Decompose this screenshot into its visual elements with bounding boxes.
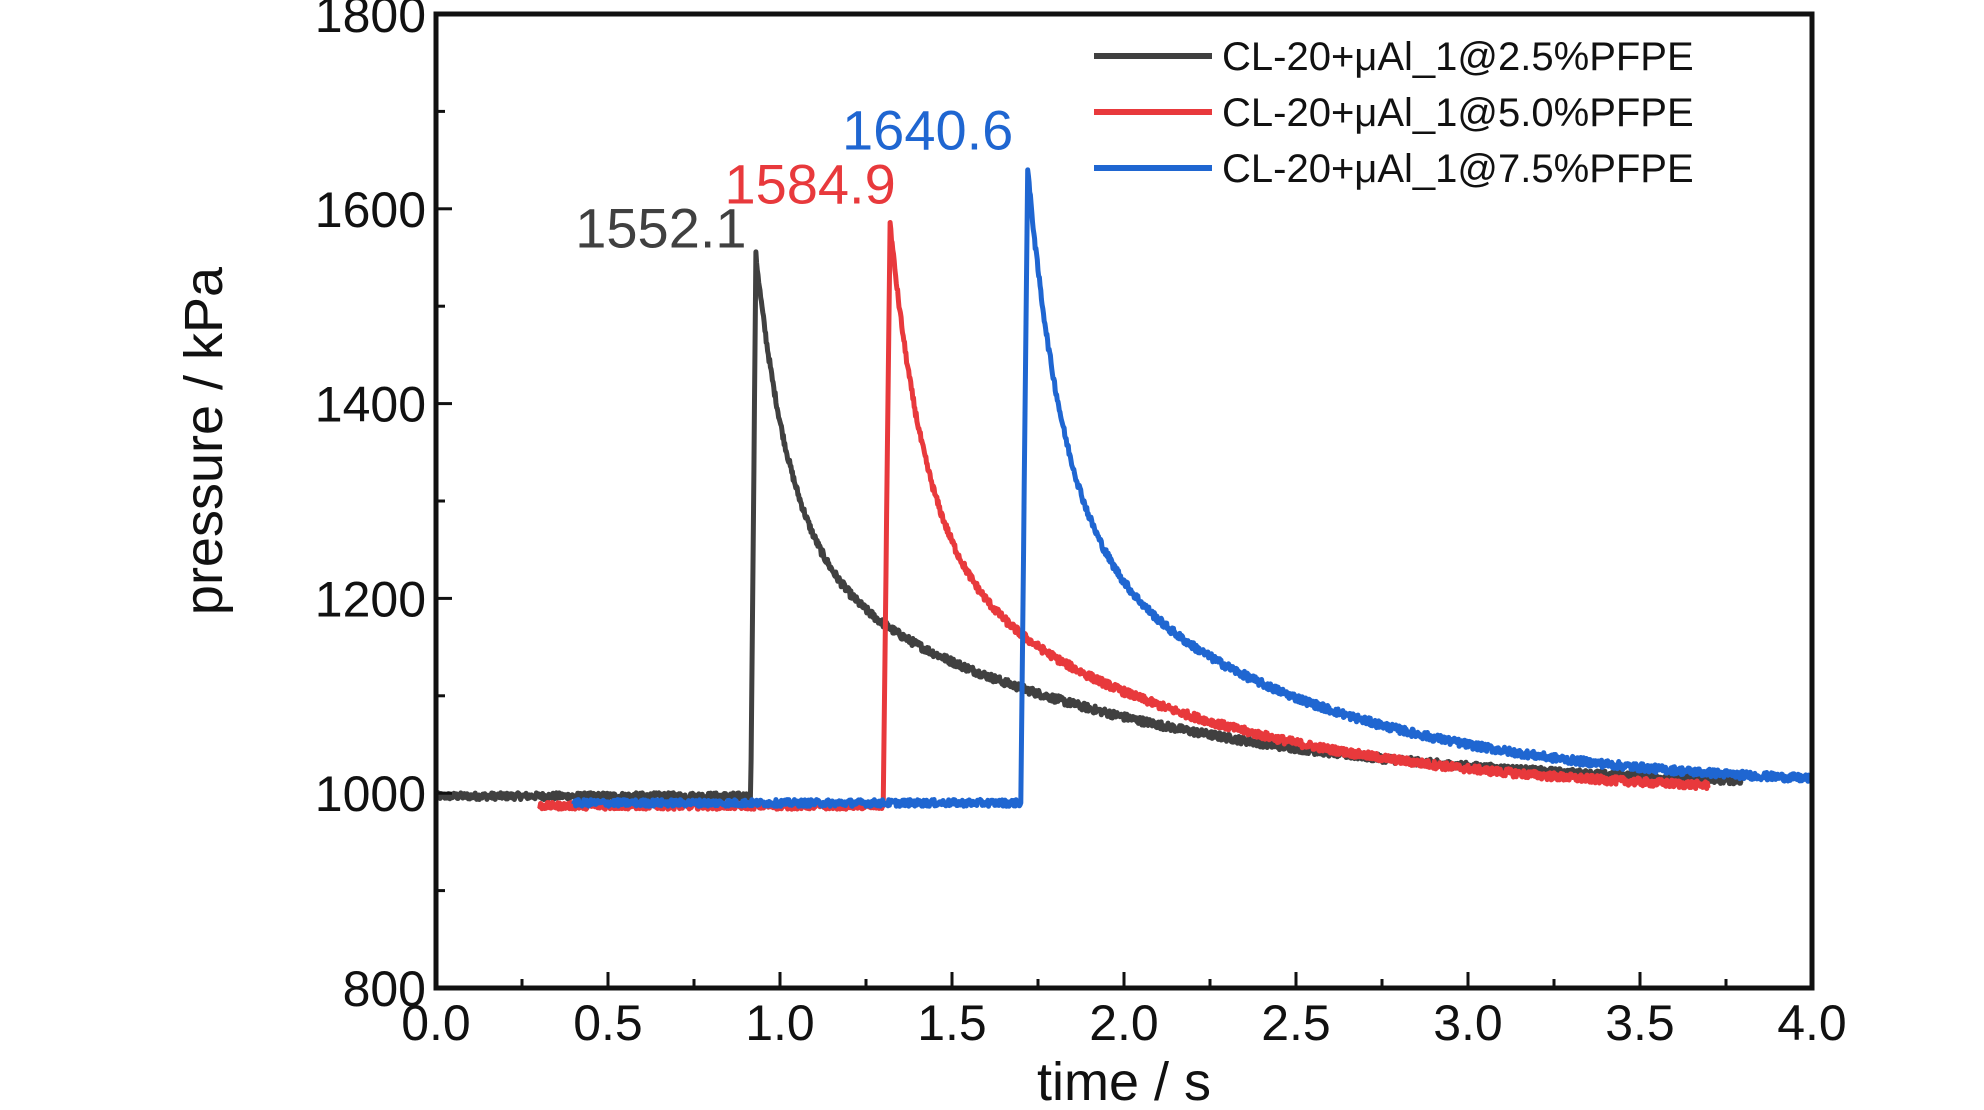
peak-label-3: 1640.6 [842, 98, 1013, 161]
y-axis-title: pressure / kPa [174, 266, 234, 615]
peak-label-2: 1584.9 [724, 153, 895, 216]
legend-entry-1: CL-20+μAl_1@2.5%PFPE [1222, 35, 1694, 79]
peak-label-1: 1552.1 [575, 196, 746, 259]
y-tick-label: 1200 [315, 571, 426, 627]
x-tick-label: 0.5 [573, 995, 643, 1051]
x-tick-label: 3.5 [1605, 995, 1675, 1051]
y-tick-label: 1600 [315, 182, 426, 238]
legend-entry-3: CL-20+μAl_1@7.5%PFPE [1222, 147, 1694, 191]
x-tick-label: 2.5 [1261, 995, 1331, 1051]
x-tick-label: 2.0 [1089, 995, 1159, 1051]
x-tick-label: 1.5 [917, 995, 987, 1051]
legend-entry-2: CL-20+μAl_1@5.0%PFPE [1222, 91, 1694, 135]
y-tick-label: 1000 [315, 766, 426, 822]
axis-tick-labels: 0.0 0.5 1.0 1.5 2.0 2.5 3.0 3.5 4.0 800 1000 1200 14… [315, 0, 1847, 1051]
x-tick-label: 3.0 [1433, 995, 1503, 1051]
x-tick-label: 0.0 [401, 995, 471, 1051]
y-tick-label: 1800 [315, 0, 426, 43]
legend: CL-20+μAl_1@2.5%PFPE CL-20+μAl_1@5.0%PFPE… [1094, 35, 1694, 191]
series-line-1 [433, 249, 1746, 802]
series-line-3 [571, 167, 1815, 809]
y-tick-label: 800 [343, 961, 426, 1017]
axis-ticks [434, 12, 1814, 990]
x-tick-label: 4.0 [1777, 995, 1847, 1051]
y-tick-label: 1400 [315, 377, 426, 433]
plot-area [433, 167, 1815, 812]
x-tick-label: 1.0 [745, 995, 815, 1051]
x-axis-title: time / s [1037, 1052, 1211, 1110]
